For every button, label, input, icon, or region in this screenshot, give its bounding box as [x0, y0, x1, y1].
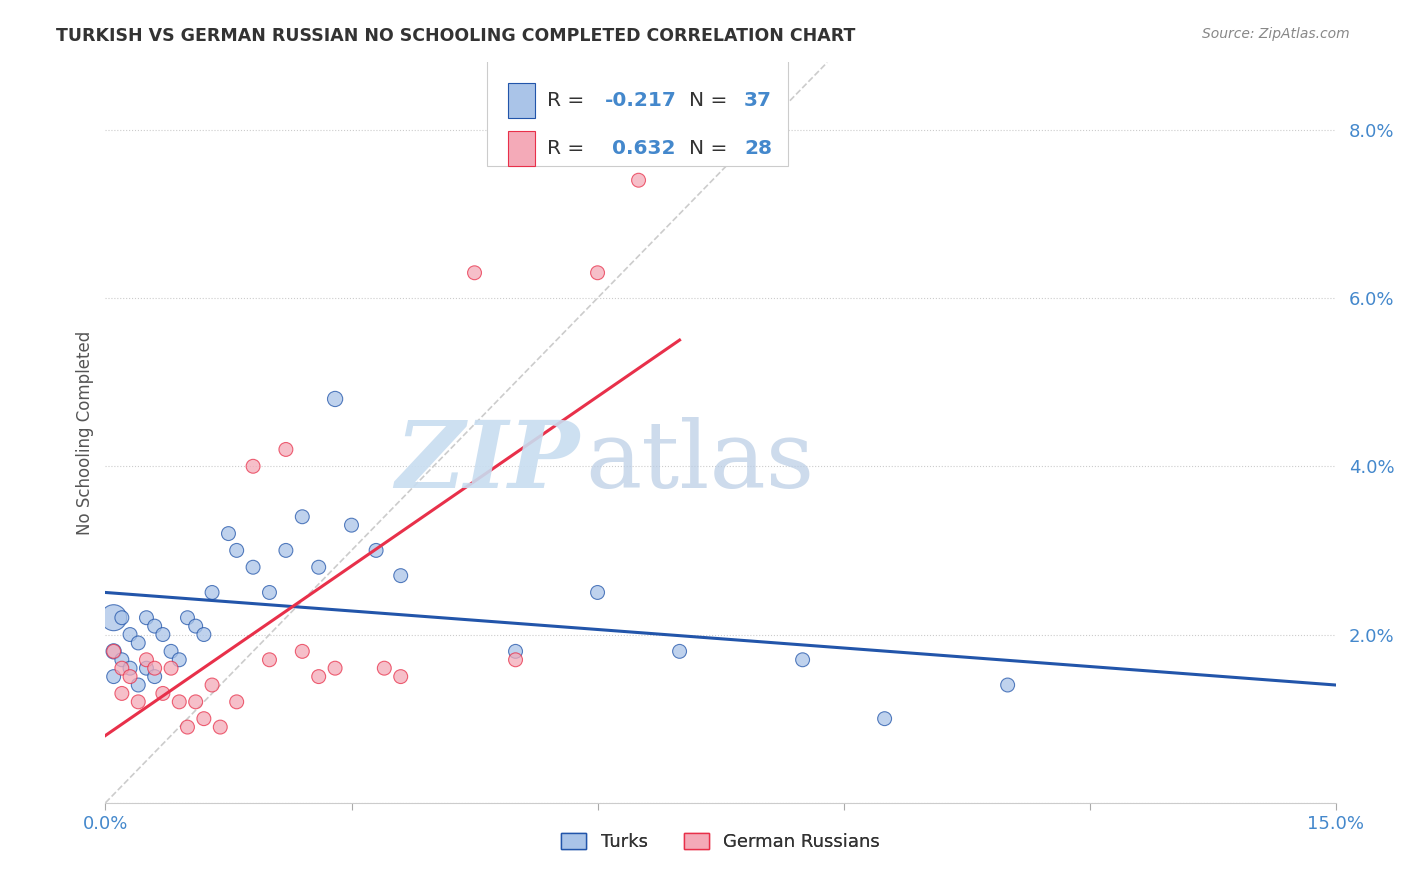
FancyBboxPatch shape [508, 83, 534, 118]
Point [120, 670, 141, 684]
Point [586, 585, 609, 599]
Point [152, 686, 174, 700]
Point [505, 644, 527, 658]
Point [627, 173, 650, 187]
Point [160, 644, 183, 658]
Point [176, 720, 198, 734]
Point [152, 627, 174, 641]
FancyBboxPatch shape [508, 130, 534, 166]
Point [184, 619, 207, 633]
Point [127, 695, 149, 709]
Point [201, 678, 224, 692]
Point [323, 661, 346, 675]
Point [225, 695, 247, 709]
Point [218, 526, 240, 541]
Point [274, 442, 297, 457]
Point [127, 678, 149, 692]
Point [160, 661, 183, 675]
Text: ZIP: ZIP [395, 417, 579, 508]
Point [193, 627, 215, 641]
Point [120, 627, 141, 641]
Point [103, 611, 125, 625]
Point [366, 543, 388, 558]
Point [111, 661, 134, 675]
Point [143, 661, 166, 675]
Point [291, 644, 314, 658]
Point [308, 560, 330, 574]
Text: 37: 37 [744, 91, 772, 110]
Point [135, 611, 157, 625]
Point [323, 392, 346, 406]
Point [997, 678, 1019, 692]
Point [127, 636, 149, 650]
Point [103, 670, 125, 684]
Point [169, 695, 191, 709]
Text: R =: R = [547, 139, 591, 158]
Point [586, 266, 609, 280]
Point [873, 712, 896, 726]
Text: 28: 28 [744, 139, 772, 158]
Text: TURKISH VS GERMAN RUSSIAN NO SCHOOLING COMPLETED CORRELATION CHART: TURKISH VS GERMAN RUSSIAN NO SCHOOLING C… [56, 27, 856, 45]
Point [143, 619, 166, 633]
Text: Source: ZipAtlas.com: Source: ZipAtlas.com [1202, 27, 1350, 41]
Point [505, 653, 527, 667]
Point [792, 653, 814, 667]
Point [259, 585, 281, 599]
Text: R =: R = [547, 91, 591, 110]
Point [103, 644, 125, 658]
Point [225, 543, 247, 558]
Point [389, 568, 412, 582]
Point [373, 661, 395, 675]
Point [209, 720, 232, 734]
Text: -0.217: -0.217 [605, 91, 676, 110]
Point [135, 661, 157, 675]
Point [464, 266, 486, 280]
Text: N =: N = [689, 139, 734, 158]
Point [201, 585, 224, 599]
Legend: Turks, German Russians: Turks, German Russians [553, 824, 889, 861]
Point [242, 459, 264, 474]
Point [340, 518, 363, 533]
Text: 0.632: 0.632 [605, 139, 675, 158]
Point [389, 670, 412, 684]
Point [111, 686, 134, 700]
Point [135, 653, 157, 667]
Point [103, 644, 125, 658]
Point [120, 661, 141, 675]
Point [193, 712, 215, 726]
Text: N =: N = [689, 91, 734, 110]
Point [111, 611, 134, 625]
Point [274, 543, 297, 558]
Point [143, 670, 166, 684]
Y-axis label: No Schooling Completed: No Schooling Completed [76, 331, 94, 534]
FancyBboxPatch shape [486, 59, 789, 166]
Point [242, 560, 264, 574]
Point [308, 670, 330, 684]
Point [184, 695, 207, 709]
Point [176, 611, 198, 625]
Point [111, 653, 134, 667]
Point [291, 509, 314, 524]
Point [668, 644, 690, 658]
Point [259, 653, 281, 667]
Point [169, 653, 191, 667]
Text: atlas: atlas [585, 417, 814, 508]
